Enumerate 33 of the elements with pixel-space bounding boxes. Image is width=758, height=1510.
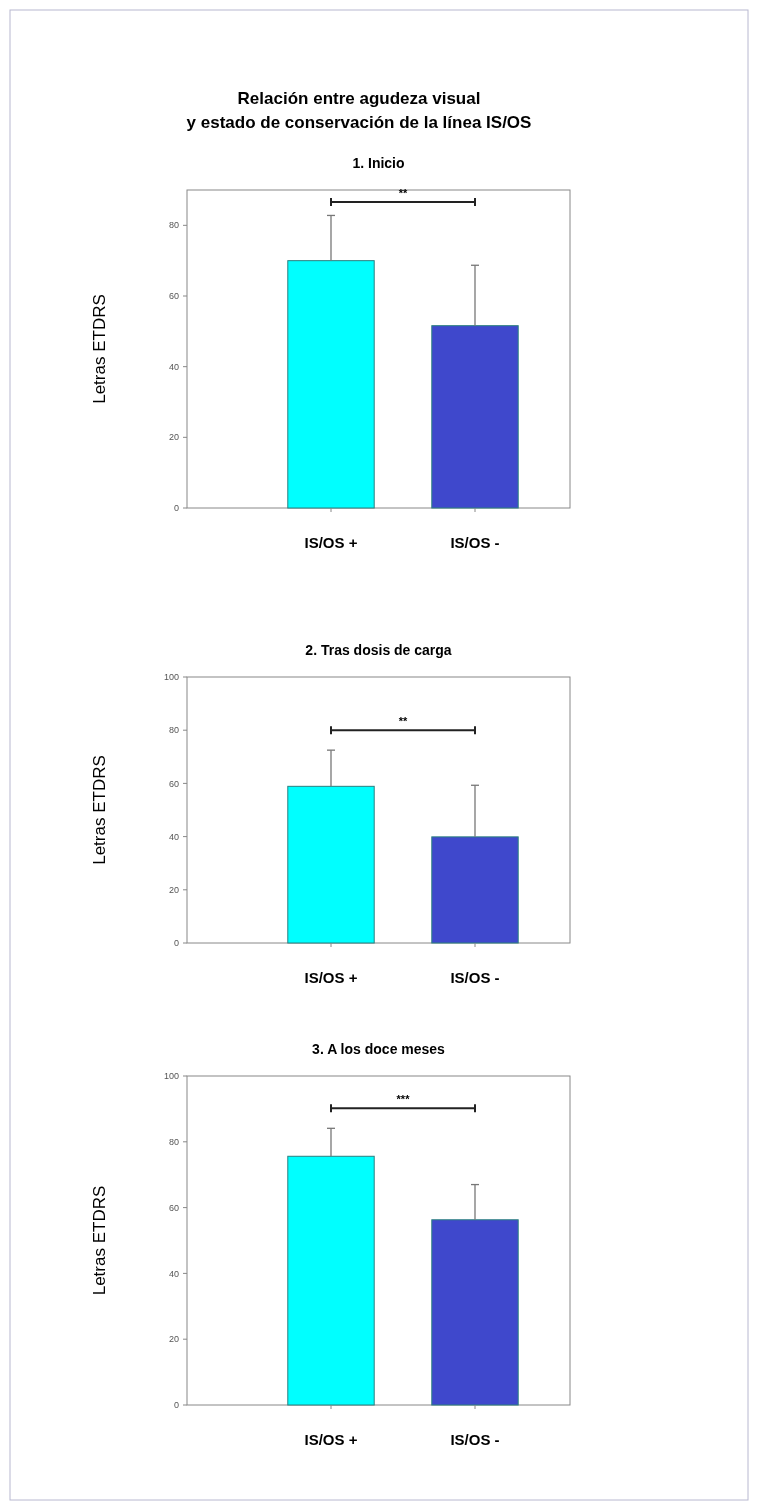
y-axis-title: Letras ETDRS <box>90 755 109 865</box>
x-tick-label: IS/OS - <box>450 969 500 986</box>
y-tick-label: 80 <box>168 725 179 736</box>
chart-title: Relación entre agudeza visual y estado de conservación de la línea IS/OS <box>186 89 532 132</box>
annotation: ** <box>398 187 408 199</box>
x-tick-label: IS/OS - <box>450 1431 500 1448</box>
y-tick-label: 20 <box>168 1334 179 1345</box>
annotation: *** <box>396 1093 411 1106</box>
y-tick-label: 40 <box>168 361 179 372</box>
y-tick-label: 0 <box>173 1400 179 1411</box>
x-tick-label: IS/OS + <box>304 969 358 986</box>
y-tick-label: 0 <box>173 503 179 514</box>
y-tick-label: 60 <box>168 778 179 789</box>
y-tick-label: 20 <box>168 884 179 895</box>
y-tick-label: 40 <box>168 831 179 842</box>
y-tick-label: 100 <box>163 1071 179 1082</box>
x-tick-label: IS/OS - <box>450 534 500 551</box>
y-axis-title: Letras ETDRS <box>90 294 109 404</box>
annotation: ** <box>398 715 408 728</box>
y-tick-label: 0 <box>173 938 179 949</box>
y-tick-label: 20 <box>168 432 179 443</box>
x-tick-label: IS/OS + <box>304 1431 358 1448</box>
chart-subtitle: 3. A los doce meses <box>312 1041 446 1057</box>
chart-subtitle: 2. Tras dosis de carga <box>305 642 452 658</box>
y-tick-label: 80 <box>168 1136 179 1147</box>
y-tick-label: 60 <box>168 1202 179 1213</box>
y-tick-label: 80 <box>168 220 179 231</box>
y-axis-title: Letras ETDRS <box>90 1185 109 1296</box>
chart-subtitle: 1. Inicio <box>352 155 405 171</box>
y-tick-label: 100 <box>163 672 179 683</box>
y-tick-label: 40 <box>168 1268 179 1279</box>
x-tick-label: IS/OS + <box>304 534 358 551</box>
y-tick-label: 60 <box>168 291 179 302</box>
